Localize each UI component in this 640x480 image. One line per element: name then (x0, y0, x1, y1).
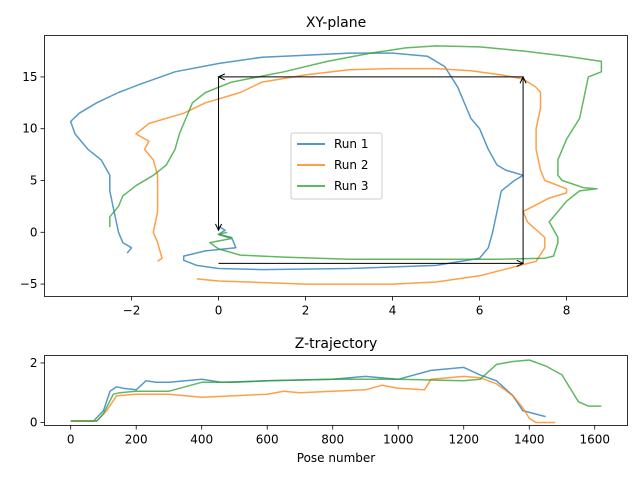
series-line-run-2 (70, 375, 556, 424)
x-tick-label: 1200 (448, 433, 479, 447)
arrow-head (519, 75, 527, 84)
legend: Run 1 Run 2 Run 3 (290, 132, 383, 200)
y-tick-label: 0 (30, 225, 38, 239)
xy-plane-frame (44, 35, 628, 297)
series-line-run-3 (109, 45, 603, 260)
x-tick-label: 0 (67, 433, 75, 447)
xy-plane-panel: XY-plane −2 0 2 4 6 8 −5 0 5 10 15 Run 1 Run 2 Run… (20, 15, 628, 318)
x-tick-label: 8 (563, 304, 571, 318)
y-tick-label: 5 (30, 174, 38, 188)
y-tick-label: 0 (30, 416, 38, 430)
x-tick-label: 4 (389, 304, 397, 318)
x-tick-label: 400 (190, 433, 213, 447)
x-tick-label: 1000 (383, 433, 414, 447)
arrow-head (215, 223, 223, 232)
xy-plane-title: XY-plane (306, 15, 366, 31)
series-line-run-1 (69, 52, 524, 271)
z-trajectory-ticks: 0 200 400 600 800 1000 1200 1400 1600 0 2 (30, 356, 610, 447)
y-tick-label: 15 (22, 70, 37, 84)
legend-label-run-1: Run 1 (334, 137, 368, 151)
y-tick-label: 10 (22, 122, 37, 136)
x-tick-label: −2 (123, 304, 141, 318)
x-tick-label: 6 (476, 304, 484, 318)
z-trajectory-panel: Z-trajectory 0 200 400 600 800 1000 1200 1400 16… (30, 336, 628, 465)
x-tick-label: 200 (125, 433, 148, 447)
legend-box (290, 132, 383, 200)
y-tick-label: 2 (30, 356, 38, 370)
xy-plane-ticks: −2 0 2 4 6 8 −5 0 5 10 15 (20, 70, 571, 318)
z-trajectory-x-axis-label: Pose number (297, 451, 376, 465)
legend-label-run-2: Run 2 (334, 158, 368, 172)
z-trajectory-frame (44, 355, 628, 426)
x-tick-label: 800 (321, 433, 344, 447)
x-tick-label: 1600 (579, 433, 610, 447)
legend-label-run-3: Run 3 (334, 179, 368, 193)
series-line-run-3 (70, 359, 602, 422)
z-trajectory-title: Z-trajectory (295, 336, 378, 352)
x-tick-label: 0 (215, 304, 223, 318)
x-tick-label: 600 (256, 433, 279, 447)
x-tick-label: 2 (302, 304, 310, 318)
z-trajectory-series (70, 359, 602, 424)
y-tick-label: −5 (20, 277, 38, 291)
x-tick-label: 1400 (514, 433, 545, 447)
xy-plane-arrows (215, 73, 527, 267)
